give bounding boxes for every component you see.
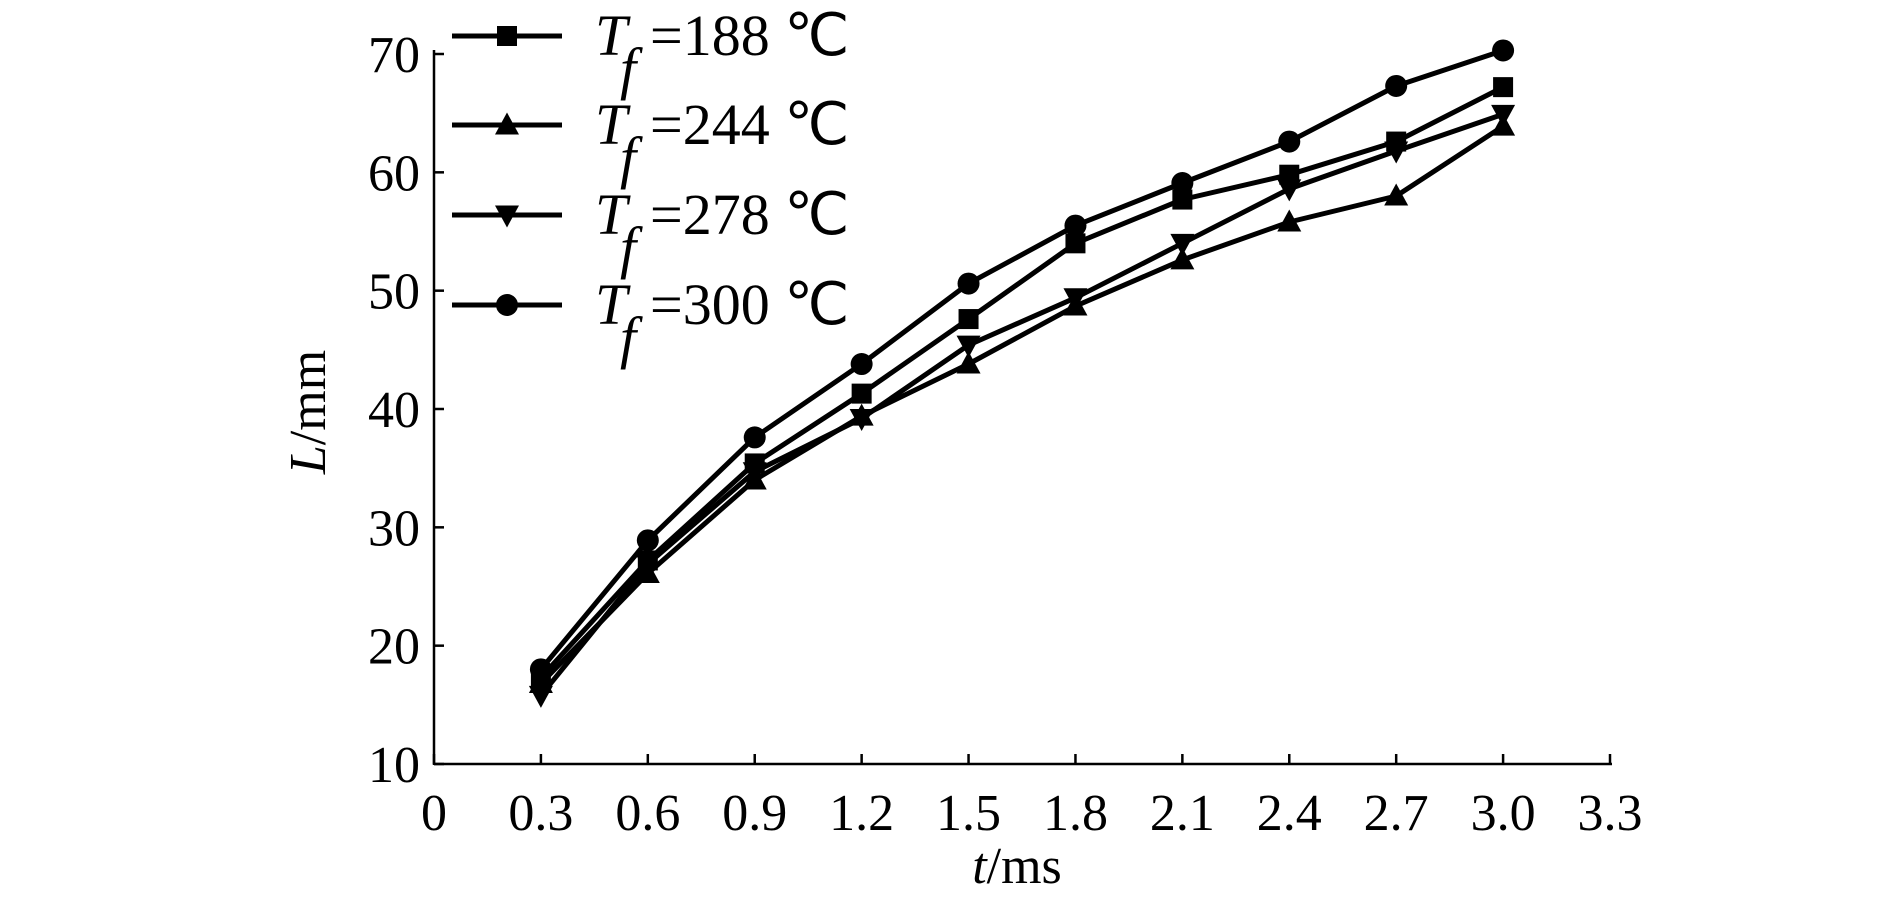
legend-subscript: f xyxy=(620,305,643,370)
y-axis-variable: L xyxy=(280,445,337,475)
legend-marker xyxy=(495,112,519,135)
series-line xyxy=(539,124,1505,686)
data-point xyxy=(528,685,553,708)
data-point xyxy=(956,351,981,374)
legend-value: =188 ℃ xyxy=(650,3,849,68)
y-tick-label: 20 xyxy=(368,619,420,676)
series-layer xyxy=(528,39,1516,708)
data-point xyxy=(635,554,660,577)
legend-marker xyxy=(495,205,519,228)
x-tick-label: 1.5 xyxy=(936,785,1001,842)
data-point xyxy=(1278,130,1301,153)
data-point xyxy=(1172,189,1193,210)
series-line xyxy=(538,111,1504,697)
data-point xyxy=(1385,74,1408,97)
legend-item: Tf=244 ℃ xyxy=(452,92,849,190)
legend-subscript: f xyxy=(620,125,643,190)
legend-marker xyxy=(497,26,517,46)
legend-variable: T xyxy=(595,3,631,68)
series-0 xyxy=(530,77,1514,688)
data-point xyxy=(850,353,873,376)
legend-variable: T xyxy=(595,272,631,337)
y-tick-label: 60 xyxy=(368,145,420,202)
series-line xyxy=(539,84,1505,680)
data-point xyxy=(1063,288,1088,311)
x-tick-label: 0.6 xyxy=(615,785,680,842)
y-tick-label: 30 xyxy=(368,500,420,557)
x-axis-variable: t xyxy=(972,838,988,895)
axes: 0 0.3 0.6 0.9 1.2 1.5 1.8 2.1 2.4 2.7 3.0 3.3 10 20 30… xyxy=(368,27,1643,842)
series-2 xyxy=(528,104,1516,708)
y-tick-label: 40 xyxy=(368,382,420,439)
data-point xyxy=(1384,141,1409,164)
data-point xyxy=(1384,183,1409,206)
y-tick-label: 10 xyxy=(368,737,420,794)
legend-marker xyxy=(496,294,518,316)
data-point xyxy=(742,462,767,485)
x-tick-label: 3.0 xyxy=(1471,785,1536,842)
data-point xyxy=(1277,209,1302,232)
x-tick-label: 0 xyxy=(421,785,447,842)
legend-item: Tf=278 ℃ xyxy=(452,182,849,280)
x-tick-label: 3.3 xyxy=(1578,785,1643,842)
data-point xyxy=(1277,179,1302,202)
data-point xyxy=(1065,233,1086,254)
legend-variable: T xyxy=(595,92,631,157)
data-point xyxy=(956,335,981,358)
data-point xyxy=(1170,233,1195,256)
series-3 xyxy=(529,39,1515,681)
series-line xyxy=(538,48,1504,671)
legend-subscript: f xyxy=(620,215,643,280)
y-axis-unit: /mm xyxy=(280,350,337,445)
x-axis-unit: /ms xyxy=(987,838,1062,895)
legend-value: =278 ℃ xyxy=(650,182,849,247)
x-tick-label: 2.1 xyxy=(1150,785,1215,842)
data-point xyxy=(1493,77,1514,98)
x-tick-label: 2.7 xyxy=(1364,785,1429,842)
legend: Tf=188 ℃Tf=244 ℃Tf=278 ℃Tf=300 ℃ xyxy=(452,3,849,370)
legend-item: Tf=300 ℃ xyxy=(452,272,849,370)
x-tick-label: 0.3 xyxy=(508,785,573,842)
x-axis-title: t/ms xyxy=(972,838,1062,895)
data-point xyxy=(958,309,979,330)
x-tick-label: 1.2 xyxy=(829,785,894,842)
legend-value: =300 ℃ xyxy=(650,272,849,337)
data-point xyxy=(743,426,766,449)
data-point xyxy=(1492,39,1515,62)
data-point xyxy=(1171,171,1194,194)
data-point xyxy=(957,272,980,295)
data-point xyxy=(1170,247,1195,270)
data-point xyxy=(849,408,874,431)
y-tick-label: 70 xyxy=(368,27,420,84)
x-tick-label: 1.8 xyxy=(1043,785,1108,842)
data-point xyxy=(529,658,552,681)
data-point xyxy=(851,383,872,404)
x-tick-label: 0.9 xyxy=(722,785,787,842)
data-point xyxy=(1064,214,1087,237)
y-axis-title: L/mm xyxy=(280,350,337,475)
legend-value: =244 ℃ xyxy=(650,92,849,157)
legend-variable: T xyxy=(595,182,631,247)
x-tick-label: 2.4 xyxy=(1257,785,1322,842)
data-point xyxy=(1491,104,1516,127)
data-point xyxy=(636,529,659,552)
legend-item: Tf=188 ℃ xyxy=(452,3,849,101)
y-tick-label: 50 xyxy=(368,264,420,321)
